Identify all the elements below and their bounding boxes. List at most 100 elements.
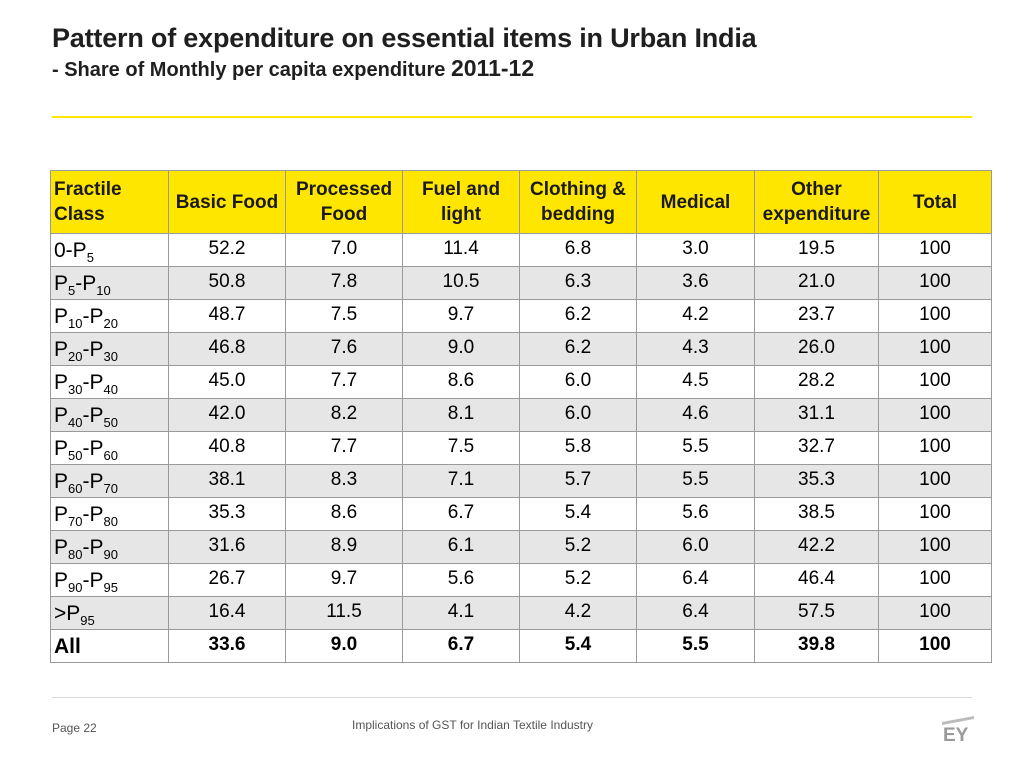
fractile-cell: P80-P90	[50, 530, 169, 564]
fractile-subscript: 95	[80, 613, 95, 629]
table-body: 0-P5 52.2 7.0 11.4 6.8 3.0 19.5 100 P5-P10 50.8 7.…	[50, 233, 992, 663]
value-cell: 11.4	[402, 233, 520, 267]
fractile-cell: P5-P10	[50, 266, 169, 300]
fractile-subscript: 50	[68, 448, 83, 464]
value-cell: 7.8	[285, 266, 403, 300]
fractile-text: -P	[82, 338, 104, 361]
fractile-text: -P	[82, 569, 104, 592]
total-row: All 33.6 9.0 6.7 5.4 5.5 39.8 100	[50, 629, 992, 663]
value-cell: 4.2	[636, 299, 755, 333]
value-cell: 32.7	[754, 431, 879, 465]
value-cell: 8.3	[285, 464, 403, 498]
value-cell: 100	[878, 299, 992, 333]
value-cell: 100	[878, 266, 992, 300]
fractile-text: -P	[82, 536, 104, 559]
fractile-subscript: 90	[103, 547, 118, 563]
value-cell: 4.2	[519, 596, 637, 630]
table-row: P50-P60 40.8 7.7 7.5 5.8 5.5 32.7 100	[50, 431, 992, 465]
fractile-text: 0-P	[54, 239, 87, 262]
header-cell: Processed Food	[285, 170, 403, 234]
value-cell: 4.1	[402, 596, 520, 630]
fractile-cell: P30-P40	[50, 365, 169, 399]
fractile-text: >P	[54, 602, 81, 625]
fractile-text: -P	[82, 503, 104, 526]
value-cell: 38.5	[754, 497, 879, 531]
total-value-cell: 100	[878, 629, 992, 663]
value-cell: 6.0	[519, 365, 637, 399]
header-cell: Fractile Class	[50, 170, 169, 234]
table-row: P40-P50 42.0 8.2 8.1 6.0 4.6 31.1 100	[50, 398, 992, 432]
fractile-subscript: 60	[68, 481, 83, 497]
value-cell: 5.2	[519, 530, 637, 564]
value-cell: 8.6	[285, 497, 403, 531]
total-value-cell: 9.0	[285, 629, 403, 663]
value-cell: 6.3	[519, 266, 637, 300]
fractile-text: -P	[82, 305, 104, 328]
table-row: P90-P95 26.7 9.7 5.6 5.2 6.4 46.4 100	[50, 563, 992, 597]
fractile-subscript: 70	[68, 514, 83, 530]
value-cell: 100	[878, 431, 992, 465]
value-cell: 42.2	[754, 530, 879, 564]
value-cell: 6.8	[519, 233, 637, 267]
fractile-text: P	[54, 371, 69, 394]
fractile-text: -P	[82, 371, 104, 394]
subtitle-prefix: - Share of Monthly per capita expenditur…	[52, 59, 446, 81]
value-cell: 38.1	[168, 464, 286, 498]
value-cell: 3.0	[636, 233, 755, 267]
fractile-cell: P10-P20	[50, 299, 169, 333]
ey-logo-icon: EY	[942, 716, 974, 742]
value-cell: 7.5	[402, 431, 520, 465]
title-divider	[52, 116, 972, 118]
fractile-cell: P60-P70	[50, 464, 169, 498]
fractile-subscript: 40	[103, 382, 118, 398]
value-cell: 9.7	[285, 563, 403, 597]
table-header-row: Fractile Class Basic Food Processed Food…	[50, 170, 992, 234]
value-cell: 100	[878, 530, 992, 564]
value-cell: 7.6	[285, 332, 403, 366]
value-cell: 100	[878, 563, 992, 597]
value-cell: 57.5	[754, 596, 879, 630]
header-cell: Clothing & bedding	[519, 170, 637, 234]
fractile-cell: P50-P60	[50, 431, 169, 465]
fractile-text: -P	[82, 470, 104, 493]
value-cell: 5.4	[519, 497, 637, 531]
footer-caption: Implications of GST for Indian Textile I…	[352, 718, 594, 732]
value-cell: 3.6	[636, 266, 755, 300]
fractile-text: P	[54, 437, 69, 460]
value-cell: 8.1	[402, 398, 520, 432]
table-row: P5-P10 50.8 7.8 10.5 6.3 3.6 21.0 100	[50, 266, 992, 300]
value-cell: 35.3	[754, 464, 879, 498]
fractile-text: P	[54, 338, 69, 361]
value-cell: 6.0	[519, 398, 637, 432]
total-value-cell: 39.8	[754, 629, 879, 663]
header-cell: Other expenditure	[754, 170, 879, 234]
total-value-cell: 33.6	[168, 629, 286, 663]
fractile-text: P	[54, 470, 69, 493]
total-value-cell: 5.4	[519, 629, 637, 663]
fractile-text: P	[54, 503, 69, 526]
fractile-text: P	[54, 404, 69, 427]
value-cell: 100	[878, 332, 992, 366]
fractile-cell: >P95	[50, 596, 169, 630]
value-cell: 5.2	[519, 563, 637, 597]
logo-text: EY	[943, 725, 969, 742]
fractile-subscript: 80	[68, 547, 83, 563]
value-cell: 6.1	[402, 530, 520, 564]
value-cell: 6.7	[402, 497, 520, 531]
value-cell: 6.2	[519, 299, 637, 333]
value-cell: 8.2	[285, 398, 403, 432]
value-cell: 7.1	[402, 464, 520, 498]
total-value-cell: 5.5	[636, 629, 755, 663]
value-cell: 16.4	[168, 596, 286, 630]
fractile-subscript: 90	[68, 580, 83, 596]
fractile-text: P	[54, 305, 69, 328]
fractile-text: -P	[82, 404, 104, 427]
fractile-subscript: 40	[68, 415, 83, 431]
value-cell: 6.2	[519, 332, 637, 366]
fractile-subscript: 30	[68, 382, 83, 398]
value-cell: 100	[878, 497, 992, 531]
value-cell: 7.7	[285, 365, 403, 399]
page-title: Pattern of expenditure on essential item…	[52, 23, 757, 53]
value-cell: 50.8	[168, 266, 286, 300]
fractile-text: P	[54, 272, 69, 295]
